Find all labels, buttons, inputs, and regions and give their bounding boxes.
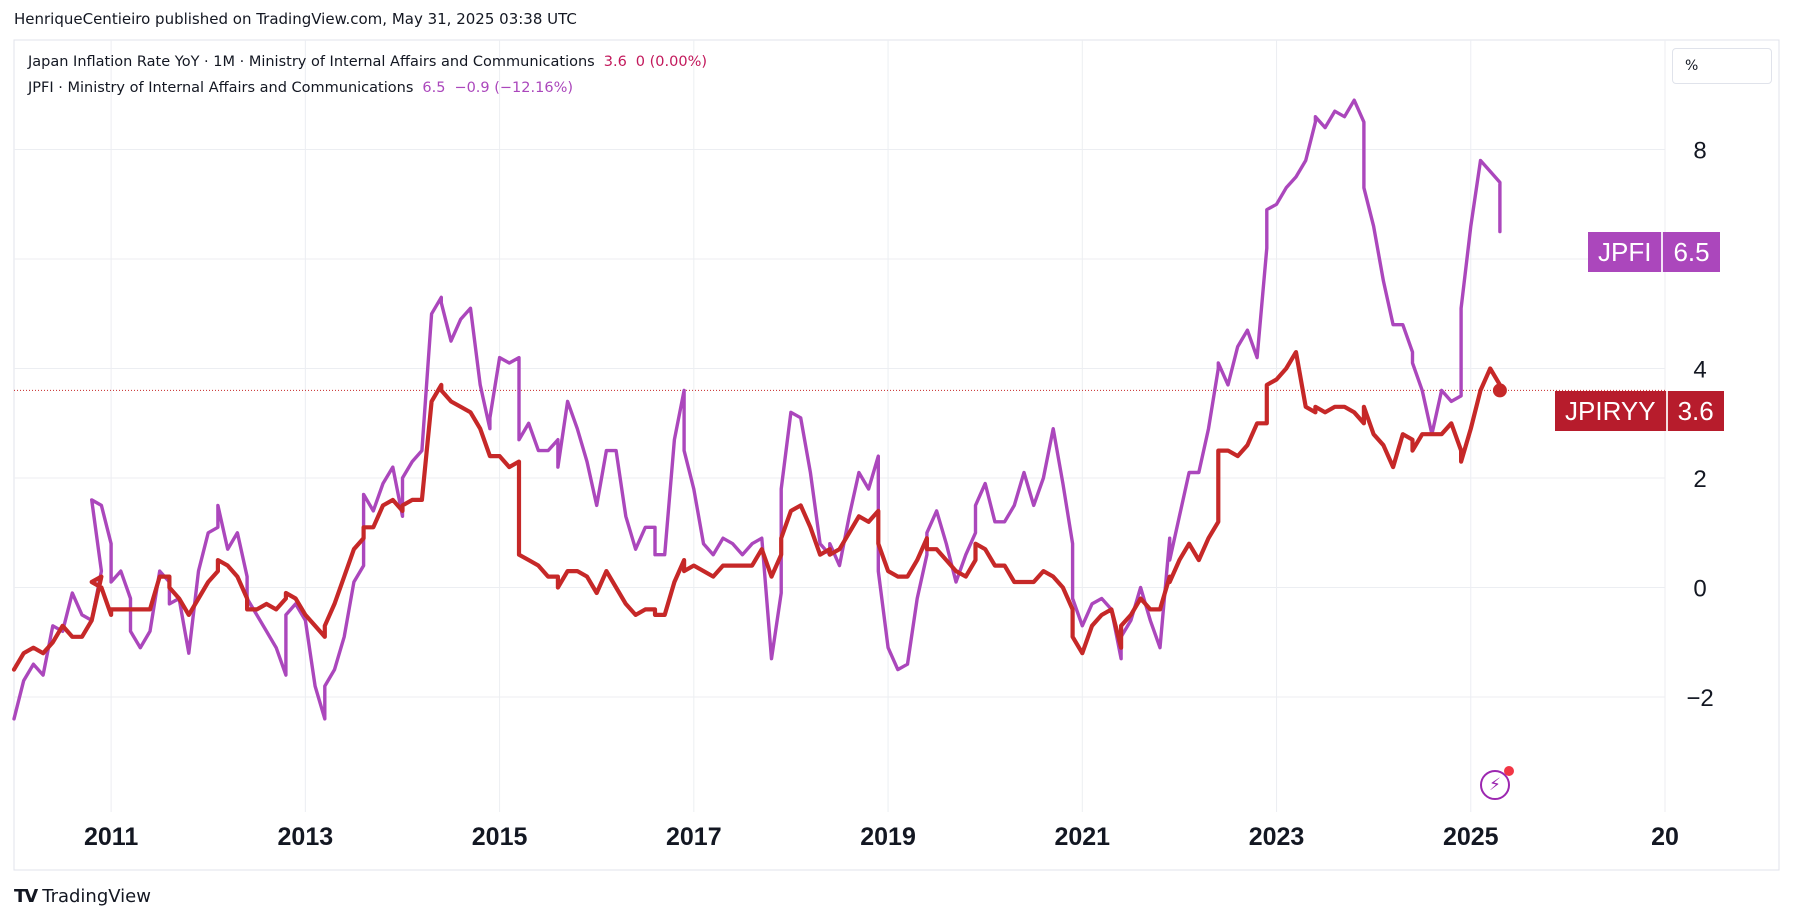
publisher-line: HenriqueCentieiro published on TradingVi… [14, 10, 577, 28]
legend-change: −0.9 (−12.16%) [454, 80, 574, 96]
jpiryy-price-badge: JPIRYY 3.6 [1555, 391, 1724, 431]
x-tick-label: 2025 [1443, 823, 1499, 851]
scale-unit-label: % [1685, 58, 1699, 74]
legend-jpiryy[interactable]: Japan Inflation Rate YoY · 1M · Ministry… [28, 54, 707, 70]
chart-frame [13, 39, 1780, 871]
legend-change: 0 (0.00%) [635, 54, 708, 70]
x-tick-label: 2019 [860, 823, 916, 851]
x-tick-label: 2015 [472, 823, 528, 851]
tradingview-footer[interactable]: TV TradingView [14, 886, 151, 907]
y-tick-label: 2 [1693, 466, 1706, 493]
x-tick-label: 2011 [84, 823, 138, 851]
series-line-jpiryy [11, 350, 1502, 672]
jpfi-price-badge: JPFI 6.5 [1588, 232, 1720, 272]
y-tick-label: 8 [1693, 138, 1706, 165]
y-tick-label: 0 [1693, 576, 1706, 603]
last-value-dot [1492, 383, 1507, 398]
y-tick-label: −2 [1686, 685, 1713, 712]
x-tick-label: 2013 [278, 823, 334, 851]
badge-name: JPIRYY [1555, 391, 1668, 431]
badge-value: 3.6 [1677, 396, 1714, 426]
legend-value: 6.5 [422, 80, 446, 96]
badge-name: JPFI [1588, 232, 1664, 272]
x-tick-label: 2023 [1249, 823, 1305, 851]
x-tick-label: 2017 [666, 823, 722, 851]
legend-value: 3.6 [603, 54, 627, 70]
scale-unit-button[interactable]: % [1672, 48, 1772, 84]
y-tick-label: 4 [1693, 357, 1706, 384]
x-tick-label: 20 [1651, 823, 1679, 851]
legend-name: JPFI · Ministry of Internal Affairs and … [28, 80, 414, 96]
legend-jpfi[interactable]: JPFI · Ministry of Internal Affairs and … [28, 80, 573, 96]
lightning-icon[interactable]: ⚡ [1480, 766, 1514, 800]
x-tick-label: 2021 [1054, 823, 1110, 851]
tradingview-brand: TradingView [42, 886, 151, 907]
tradingview-logo-icon: TV [14, 886, 38, 907]
legend-name: Japan Inflation Rate YoY · 1M · Ministry… [28, 54, 595, 70]
badge-value: 6.5 [1673, 237, 1710, 267]
